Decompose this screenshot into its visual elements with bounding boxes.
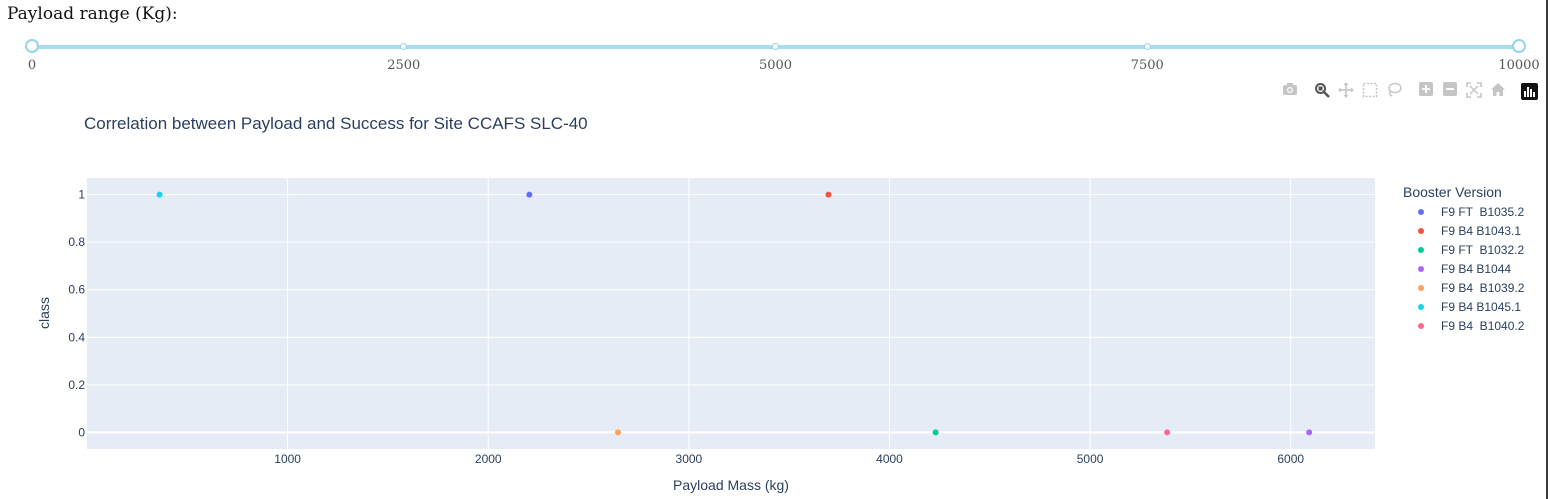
- slider-mark-label: 7500: [1130, 58, 1164, 73]
- legend-item-label[interactable]: F9 FT B1032.2: [1441, 243, 1524, 257]
- legend-marker[interactable]: [1418, 228, 1424, 234]
- y-tick-label: 0: [78, 425, 85, 439]
- slider-handle-max[interactable]: [1512, 39, 1526, 53]
- x-tick-label: 4000: [876, 452, 903, 466]
- y-tick-label: 0.2: [68, 378, 85, 392]
- legend-marker[interactable]: [1418, 304, 1424, 310]
- legend-marker[interactable]: [1418, 323, 1424, 329]
- x-tick-label: 1000: [274, 452, 301, 466]
- y-axis-label: class: [36, 297, 52, 329]
- data-point[interactable]: [825, 191, 832, 198]
- plotly-logo[interactable]: [1521, 83, 1538, 100]
- data-point[interactable]: [526, 191, 533, 198]
- legend-title: Booster Version: [1403, 184, 1502, 200]
- legend-marker[interactable]: [1418, 209, 1424, 215]
- y-tick-label: 1: [78, 188, 85, 202]
- x-tick-label: 5000: [1077, 452, 1104, 466]
- legend-item-label[interactable]: F9 B4 B1039.2: [1441, 281, 1525, 295]
- legend-item-label[interactable]: F9 B4 B1044: [1441, 262, 1511, 276]
- x-axis-label: Payload Mass (kg): [673, 477, 789, 493]
- slider-mark-label: 0: [27, 58, 37, 73]
- slider-mark-label: 2500: [387, 58, 421, 73]
- legend-marker[interactable]: [1418, 247, 1424, 253]
- zoom-icon[interactable]: [1312, 82, 1332, 102]
- zoom-in-icon[interactable]: [1416, 82, 1436, 102]
- data-point[interactable]: [1164, 429, 1171, 436]
- slider-label: Payload range (Kg):: [7, 4, 178, 24]
- y-tick-label: 0.6: [68, 283, 85, 297]
- data-point[interactable]: [156, 191, 163, 198]
- lasso-select-icon[interactable]: [1384, 82, 1404, 102]
- legend-marker[interactable]: [1418, 285, 1424, 291]
- data-point[interactable]: [615, 429, 622, 436]
- legend-item-label[interactable]: F9 FT B1035.2: [1441, 205, 1524, 219]
- legend-item-label[interactable]: F9 B4 B1045.1: [1441, 300, 1521, 314]
- slider-mark-dot: [400, 43, 408, 50]
- slider-mark-label: 10000: [1498, 58, 1540, 73]
- data-point[interactable]: [1306, 429, 1313, 436]
- chart-title: Correlation between Payload and Success …: [84, 114, 588, 133]
- payload-range-slider[interactable]: 0 2500 5000 7500 10000: [0, 30, 1546, 75]
- slider-mark-dot: [772, 43, 779, 50]
- slider-mark-label: 5000: [758, 58, 793, 73]
- plot-area: [87, 178, 1375, 449]
- y-tick-label: 0.4: [68, 330, 85, 344]
- page-right-border: [1546, 0, 1548, 499]
- slider-mark-dot: [1143, 43, 1151, 50]
- pan-icon[interactable]: [1336, 82, 1356, 102]
- legend-item-label[interactable]: F9 B4 B1043.1: [1441, 224, 1521, 238]
- legend-marker[interactable]: [1418, 266, 1424, 272]
- x-tick-label: 2000: [475, 452, 502, 466]
- zoom-out-icon[interactable]: [1440, 82, 1460, 102]
- legend-item-label[interactable]: F9 B4 B1040.2: [1441, 319, 1525, 333]
- x-tick-label: 3000: [676, 452, 703, 466]
- autoscale-icon[interactable]: [1464, 82, 1484, 102]
- reset-axes-icon[interactable]: [1488, 82, 1508, 102]
- x-tick-label: 6000: [1277, 452, 1304, 466]
- slider-handle-min[interactable]: [25, 39, 39, 53]
- data-point[interactable]: [932, 429, 939, 436]
- box-select-icon[interactable]: [1360, 82, 1380, 102]
- camera-icon[interactable]: [1280, 82, 1300, 102]
- y-tick-label: 0.8: [68, 235, 85, 249]
